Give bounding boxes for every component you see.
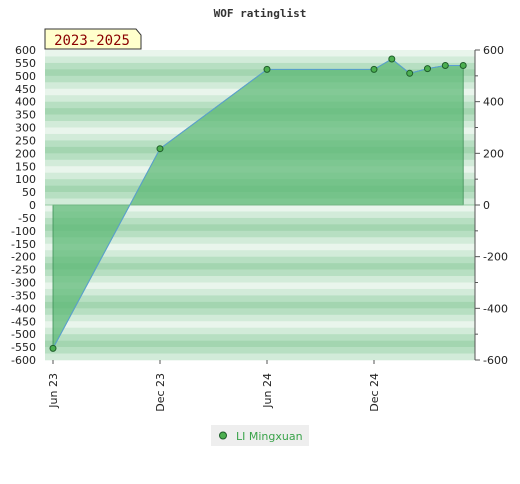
background-band xyxy=(45,224,475,232)
data-point xyxy=(370,65,378,73)
legend-series-label: LI Mingxuan xyxy=(236,430,303,443)
left-axis: 600550500450400350300250200150100500-50-… xyxy=(11,44,36,367)
data-point xyxy=(156,145,164,153)
y-tick-label-left: -350 xyxy=(11,289,36,302)
y-tick-label-left: 300 xyxy=(15,122,36,135)
data-point xyxy=(459,62,467,69)
data-point xyxy=(406,69,414,77)
background-band xyxy=(45,353,475,361)
y-tick-label-left: -200 xyxy=(11,251,36,264)
period-badge-box xyxy=(44,28,142,50)
y-tick-label-right: 600 xyxy=(483,44,504,57)
y-tick-label-left: 550 xyxy=(15,57,36,70)
background-band xyxy=(45,62,475,70)
x-tick-label: Dec 23 xyxy=(154,373,167,412)
y-tick-label-left: 100 xyxy=(15,173,36,186)
background-band xyxy=(45,237,475,245)
marker-layer xyxy=(49,55,467,352)
y-tick-label-left: -500 xyxy=(11,328,36,341)
y-tick-label-left: 0 xyxy=(29,199,36,212)
y-tick-label-left: 200 xyxy=(15,147,36,160)
y-tick-label-left: 350 xyxy=(15,109,36,122)
data-point xyxy=(424,65,431,73)
y-tick-label-left: -50 xyxy=(18,212,36,225)
x-tick-label: Jun 23 xyxy=(47,373,60,409)
background-band xyxy=(45,269,475,277)
x-tick-label: Dec 24 xyxy=(368,373,381,412)
data-point xyxy=(388,55,396,63)
background-band xyxy=(45,230,475,238)
y-tick-label-left: 50 xyxy=(22,186,36,199)
background-band xyxy=(45,314,475,322)
background-band xyxy=(45,282,475,290)
background-band xyxy=(45,340,475,348)
y-tick-label-left: 150 xyxy=(15,160,36,173)
background-band xyxy=(45,276,475,283)
y-tick-label-right: -400 xyxy=(483,302,508,315)
background-band xyxy=(45,69,475,77)
y-tick-label-left: 450 xyxy=(15,83,36,96)
data-point xyxy=(263,65,271,73)
background-band xyxy=(45,263,475,270)
background-band xyxy=(45,56,475,64)
background-band xyxy=(45,250,475,257)
y-tick-label-right: 0 xyxy=(483,199,490,212)
background-band xyxy=(45,308,475,316)
y-tick-label-left: -250 xyxy=(11,264,36,277)
background-band xyxy=(45,334,475,341)
period-badge-label: 2023-2025 xyxy=(54,33,130,49)
background-band xyxy=(45,301,475,309)
y-tick-label-left: 600 xyxy=(15,44,36,57)
data-point xyxy=(49,344,57,352)
chart-title: WOF ratinglist xyxy=(214,7,307,20)
legend-box xyxy=(211,425,309,446)
y-tick-label-left: -300 xyxy=(11,277,36,290)
background-band xyxy=(45,288,475,296)
background-band xyxy=(45,347,475,354)
y-tick-label-left: 250 xyxy=(15,134,36,147)
y-tick-label-left: -600 xyxy=(11,354,36,367)
y-tick-label-left: -550 xyxy=(11,341,36,354)
x-axis: Jun 23 Dec 23 Jun 24 Dec 24 xyxy=(47,360,381,412)
y-tick-label-right: 200 xyxy=(483,147,504,160)
y-tick-label-left: 500 xyxy=(15,70,36,83)
x-tick-label: Jun 24 xyxy=(261,373,274,409)
y-tick-label-left: -150 xyxy=(11,238,36,251)
background-band xyxy=(45,243,475,251)
background-band xyxy=(45,295,475,303)
legend-marker xyxy=(219,431,227,440)
y-tick-label-left: -450 xyxy=(11,315,36,328)
y-tick-label-right: 400 xyxy=(483,96,504,109)
background-band xyxy=(45,205,475,212)
background-band xyxy=(45,50,475,57)
legend[interactable]: LI Mingxuan xyxy=(211,425,309,446)
y-tick-label-right: -200 xyxy=(483,251,508,264)
y-tick-label-left: 400 xyxy=(15,96,36,109)
background-band xyxy=(45,327,475,335)
background-band xyxy=(45,217,475,225)
y-tick-label-right: -600 xyxy=(483,354,508,367)
y-tick-label-left: -100 xyxy=(11,225,36,238)
right-axis: 600 400 200 0 -200 -400 -600 xyxy=(474,44,508,367)
y-tick-label-left: -400 xyxy=(11,302,36,315)
data-point xyxy=(441,62,449,69)
background-band xyxy=(45,321,475,329)
background-band xyxy=(45,256,475,264)
background-band xyxy=(45,211,475,219)
period-badge: 2023-2025 xyxy=(44,28,142,50)
